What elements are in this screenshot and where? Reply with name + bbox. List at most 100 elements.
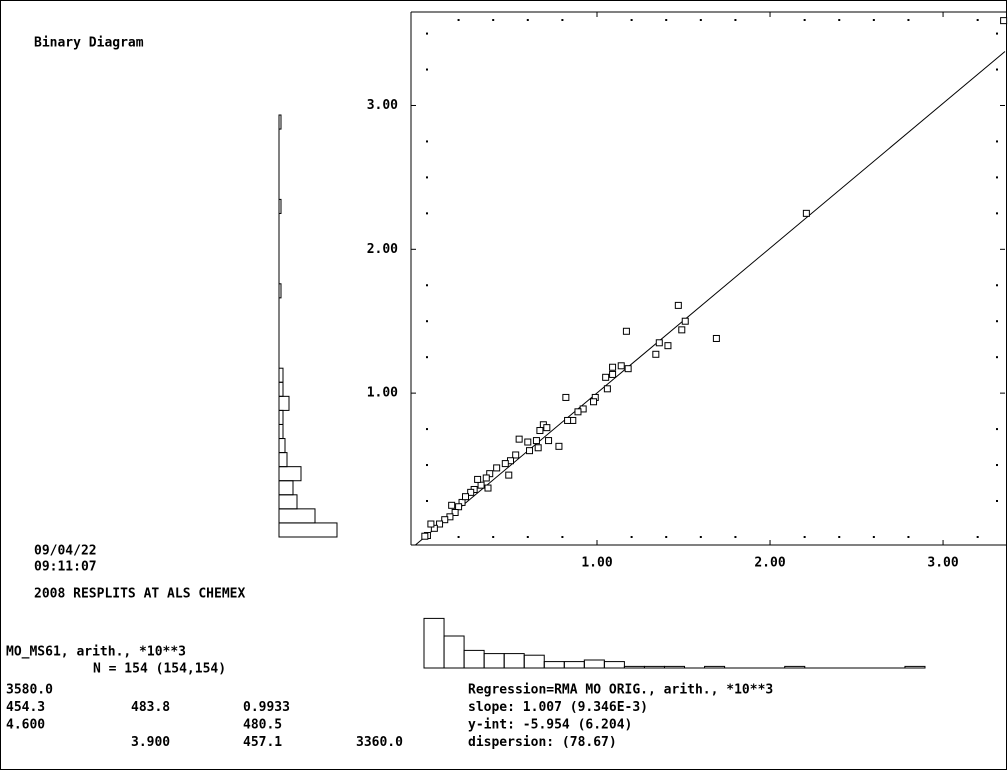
x-minor-tick	[561, 536, 564, 538]
y-minor-tick	[426, 212, 428, 215]
x-minor-tick	[665, 19, 668, 21]
point	[712, 334, 720, 342]
point	[655, 339, 663, 347]
n-line: N = 154 (154,154)	[93, 662, 226, 677]
point	[462, 493, 470, 501]
point	[622, 327, 630, 335]
y-minor-tick	[996, 464, 998, 467]
point	[501, 460, 509, 468]
point	[564, 416, 572, 424]
x-hist-bar	[904, 665, 926, 669]
x-minor-tick	[492, 19, 495, 21]
point	[574, 408, 582, 416]
x-hist-bar	[603, 661, 625, 669]
y-minor-tick	[426, 176, 428, 179]
point	[603, 385, 611, 393]
point	[421, 532, 429, 540]
point	[455, 503, 463, 511]
point	[609, 363, 617, 371]
x-hist-bar	[663, 665, 686, 669]
y-hist-bar	[278, 466, 302, 482]
date: 09/04/22	[34, 544, 97, 559]
point	[493, 464, 501, 472]
y-minor-tick	[426, 32, 428, 35]
x-minor-tick	[630, 536, 633, 538]
x-minor-tick	[734, 536, 737, 538]
point	[524, 438, 532, 446]
point	[441, 516, 449, 524]
x-tick-label: 1.00	[581, 556, 612, 571]
y-minor-tick	[996, 176, 998, 179]
y-minor-tick	[996, 32, 998, 35]
x-minor-tick	[665, 536, 668, 538]
x-minor-tick	[872, 536, 875, 538]
y-tick-label: 2.00	[367, 242, 398, 257]
point	[534, 444, 542, 452]
y-hist-bar	[278, 198, 282, 214]
y-minor-tick	[996, 284, 998, 287]
stat-value: 454.3	[6, 700, 45, 715]
point	[678, 326, 686, 334]
point	[664, 342, 672, 350]
y-variable: MO_MS61, arith., *10**3	[6, 645, 186, 660]
regression-text: dispersion: (78.67)	[468, 735, 617, 750]
subtitle: 2008 RESPLITS AT ALS CHEMEX	[34, 587, 245, 602]
stat-value: 4.600	[6, 718, 45, 733]
x-minor-tick	[872, 19, 875, 21]
y-minor-tick	[426, 428, 428, 431]
x-minor-tick	[907, 536, 910, 538]
y-minor-tick	[426, 320, 428, 323]
point	[451, 508, 459, 516]
point	[562, 393, 570, 401]
point	[545, 437, 553, 445]
y-tick-label: 1.00	[367, 386, 398, 401]
point	[505, 471, 513, 479]
regression-text: Regression=RMA MO ORIG., arith., *10**3	[468, 683, 773, 698]
y-hist-bar	[278, 395, 290, 411]
x-minor-tick	[838, 19, 841, 21]
point	[802, 209, 810, 217]
x-minor-tick	[734, 19, 737, 21]
point	[609, 370, 617, 378]
y-minor-tick	[426, 140, 428, 143]
x-minor-tick	[561, 19, 564, 21]
x-minor-tick	[907, 19, 910, 21]
stat-value: 3580.0	[6, 683, 53, 698]
x-minor-tick	[526, 536, 529, 538]
time: 09:11:07	[34, 560, 97, 575]
x-minor-tick	[976, 536, 979, 538]
stat-value: 3.900	[131, 735, 170, 750]
x-minor-tick	[492, 536, 495, 538]
point	[617, 362, 625, 370]
x-minor-tick	[699, 536, 702, 538]
point	[590, 398, 598, 406]
y-minor-tick	[426, 499, 428, 502]
y-minor-tick	[996, 140, 998, 143]
point	[482, 474, 490, 482]
point	[652, 350, 660, 358]
x-hist-bar	[704, 665, 726, 669]
point	[602, 373, 610, 381]
stat-value: 480.5	[243, 718, 282, 733]
point	[536, 427, 544, 435]
y-minor-tick	[426, 464, 428, 467]
stat-value: 457.1	[243, 735, 282, 750]
y-hist-bar	[278, 114, 282, 130]
x-minor-tick	[803, 19, 806, 21]
y-minor-tick	[996, 68, 998, 71]
point	[674, 301, 682, 309]
point	[467, 488, 475, 496]
point	[532, 437, 540, 445]
point	[1000, 17, 1008, 25]
x-minor-tick	[976, 19, 979, 21]
point	[512, 451, 520, 459]
y-minor-tick	[996, 428, 998, 431]
point	[436, 520, 444, 528]
point	[555, 442, 563, 450]
x-tick-label: 2.00	[754, 556, 785, 571]
stat-value: 3360.0	[356, 735, 403, 750]
y-hist-bar	[278, 283, 282, 299]
point	[515, 435, 523, 443]
y-minor-tick	[996, 356, 998, 359]
stat-value: 483.8	[131, 700, 170, 715]
